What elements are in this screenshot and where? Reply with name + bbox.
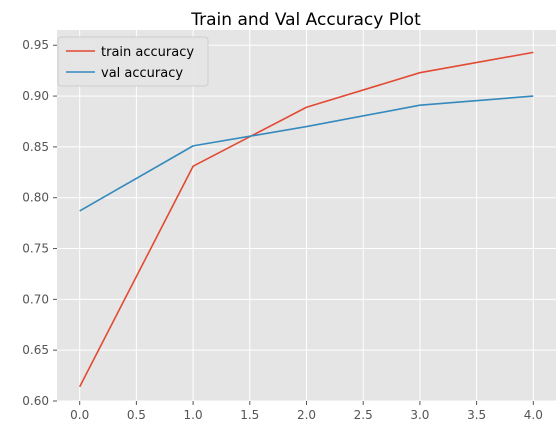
x-tick-label: 0.5 (127, 408, 146, 422)
x-tick-label: 3.0 (410, 408, 429, 422)
y-tick-label: 0.60 (22, 394, 49, 408)
legend: train accuracy val accuracy (58, 37, 208, 86)
y-tick-label: 0.65 (22, 343, 49, 357)
chart-title: Train and Val Accuracy Plot (190, 10, 421, 30)
y-tick-label: 0.80 (22, 191, 49, 205)
x-tick-label: 2.0 (297, 408, 316, 422)
y-tick-label: 0.70 (22, 292, 49, 306)
y-tick-label: 0.85 (22, 140, 49, 154)
y-tick-label: 0.95 (22, 38, 49, 52)
x-tick-label: 4.0 (524, 408, 543, 422)
legend-label: val accuracy (101, 66, 183, 81)
x-tick-label: 1.5 (240, 408, 259, 422)
x-tick-label: 1.0 (184, 408, 203, 422)
legend-label: train accuracy (101, 45, 194, 60)
x-tick-label: 3.5 (467, 408, 486, 422)
y-tick-label: 0.75 (22, 242, 49, 256)
y-tick-label: 0.90 (22, 89, 49, 103)
x-tick-label: 2.5 (354, 408, 373, 422)
x-tick-label: 0.0 (70, 408, 89, 422)
